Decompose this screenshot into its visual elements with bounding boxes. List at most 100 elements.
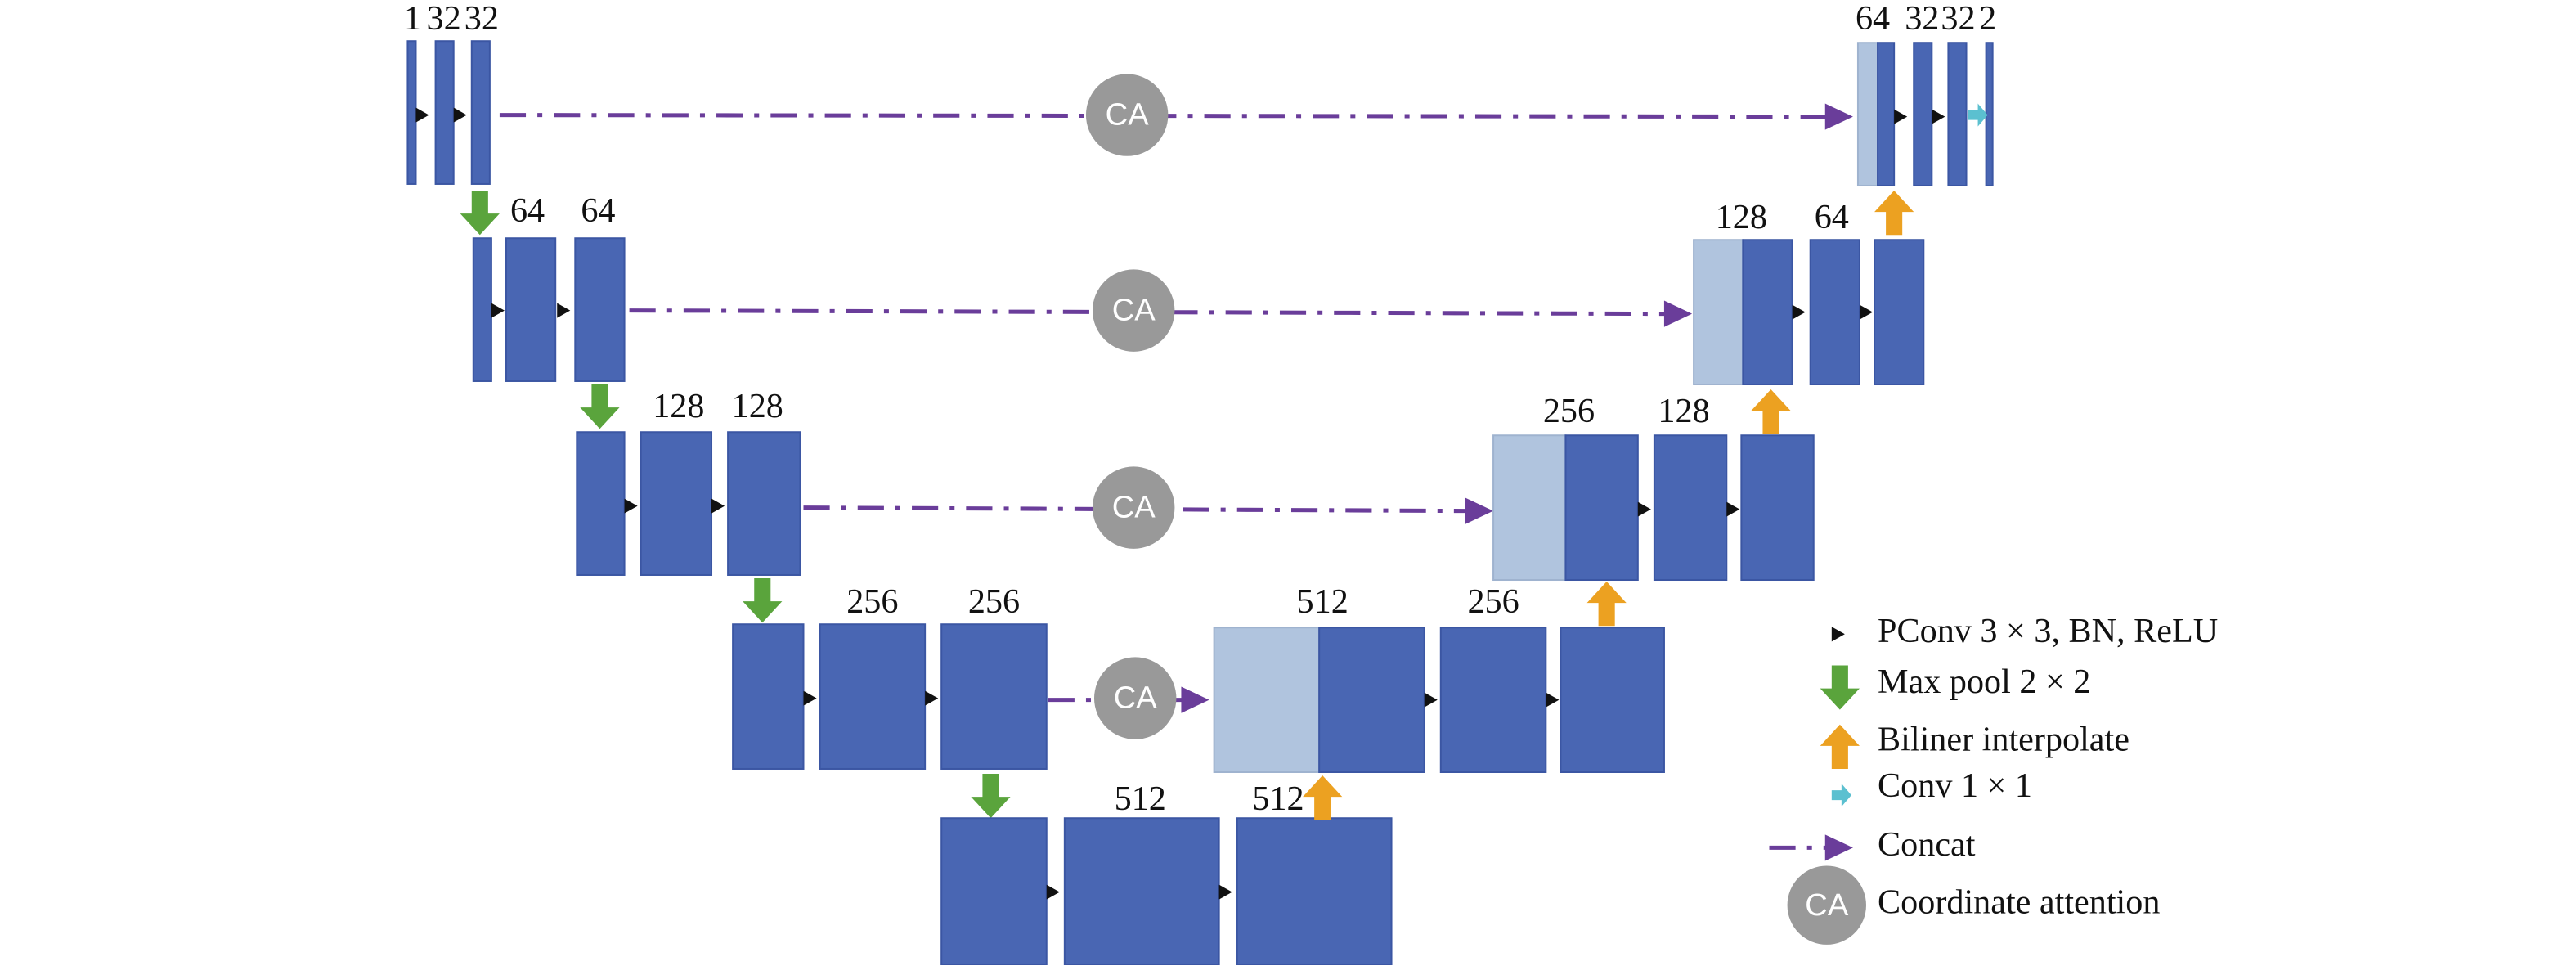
feature-map [576,431,626,576]
channel-label: 128 [1658,392,1709,430]
concat-map [1693,239,1744,385]
feature-map [640,431,713,576]
channel-label: 64 [581,191,615,230]
concat-map [1213,627,1321,774]
channel-label: 512 [1115,780,1166,818]
feature-map [1947,42,1968,186]
legend-pconv [1831,627,1845,642]
feature-map [732,623,805,770]
channel-label: 64 [1856,0,1890,38]
legend-label: Concat [1878,825,1976,864]
feature-map [727,431,801,576]
feature-map [819,623,927,770]
feature-map [1877,42,1896,186]
pconv-arrow [557,303,571,318]
concat-head [1465,497,1494,524]
feature-map [1318,627,1425,774]
feature-map [472,237,492,382]
legend-ca-symbol: CA [1805,887,1849,923]
upsample-arrow [1874,190,1914,236]
ca-label: CA [1112,490,1156,525]
channel-label: 32 [1905,0,1939,38]
level-3: 256 256 CA 512 256 [732,577,1665,774]
concat-map [1856,42,1879,186]
channel-label: 256 [846,582,898,621]
feature-map [434,40,455,185]
upsample-arrow [1751,389,1791,434]
feature-map [1236,817,1393,965]
maxpool-arrow [743,577,783,623]
legend-label: Coordinate attention [1878,883,2160,921]
bottleneck: 512 512 [940,774,1393,965]
feature-map [1439,627,1547,774]
pconv-arrow [1792,304,1806,320]
level-2: 128 128 CA 256 128 [576,384,1815,582]
channel-label: 128 [1716,198,1767,236]
feature-map [1985,42,1994,186]
feature-map [406,40,417,185]
ca-circle [1092,269,1175,352]
channel-label: 32 [1941,0,1975,38]
feature-map [1913,42,1933,186]
channel-label: 32 [464,0,499,38]
feature-map [1809,239,1860,385]
feature-map [1742,239,1793,385]
feature-map [1740,434,1815,582]
pconv-arrow [925,690,939,706]
channel-label: 256 [1467,582,1519,621]
concat-head [1824,103,1853,130]
channel-label: 512 [1252,780,1304,818]
ca-circle [1092,466,1175,549]
pconv-arrow [1424,692,1438,708]
channel-label: 64 [510,191,545,230]
level-0: 1 32 32 CA 64 32 32 2 [404,0,1996,186]
feature-map [1063,817,1220,965]
pconv-arrow [624,498,638,514]
channel-label: 512 [1297,582,1349,621]
concat-line [629,308,1666,317]
legend: PConv 3 × 3, BN, ReLU Max pool 2 × 2 Bil… [1769,612,2218,945]
channel-label: 256 [968,582,1020,621]
feature-map [1653,434,1728,582]
maxpool-arrow [460,190,500,236]
conv1x1-arrow [1968,103,1988,127]
pconv-arrow [1637,501,1651,517]
channel-label: 2 [1979,0,1996,38]
pconv-arrow [1046,884,1060,900]
feature-map [470,40,491,185]
maxpool-arrow [580,384,620,429]
ca-label: CA [1112,293,1156,328]
legend-concat-head [1824,834,1853,861]
pconv-arrow [1894,109,1908,124]
feature-map [940,817,1048,965]
ca-circle [1085,74,1169,156]
feature-map [505,237,557,382]
upsample-arrow [1303,775,1343,820]
ca-circle [1093,657,1177,739]
pconv-arrow [1932,109,1945,124]
feature-map [1560,627,1665,774]
channel-label: 256 [1543,392,1595,430]
feature-map [1564,434,1639,582]
pconv-arrow [1218,884,1232,900]
pconv-arrow [803,690,817,706]
concat-head [1663,300,1693,327]
channel-label: 128 [732,387,783,425]
concat-head [1181,686,1209,713]
ca-label: CA [1114,681,1158,716]
feature-map [940,623,1048,770]
legend-label: PConv 3 × 3, BN, ReLU [1878,612,2218,650]
pconv-arrow [1546,692,1560,708]
channel-label: 64 [1815,198,1849,236]
legend-label: Max pool 2 × 2 [1878,663,2090,701]
level-1: 64 64 CA 128 64 [460,190,1925,385]
legend-label: Conv 1 × 1 [1878,766,2032,805]
legend-upsample [1820,724,1860,769]
channel-label: 128 [653,387,704,425]
upsample-arrow [1586,582,1627,627]
pconv-arrow [415,107,429,123]
feature-map [574,237,626,382]
ca-label: CA [1106,97,1150,133]
